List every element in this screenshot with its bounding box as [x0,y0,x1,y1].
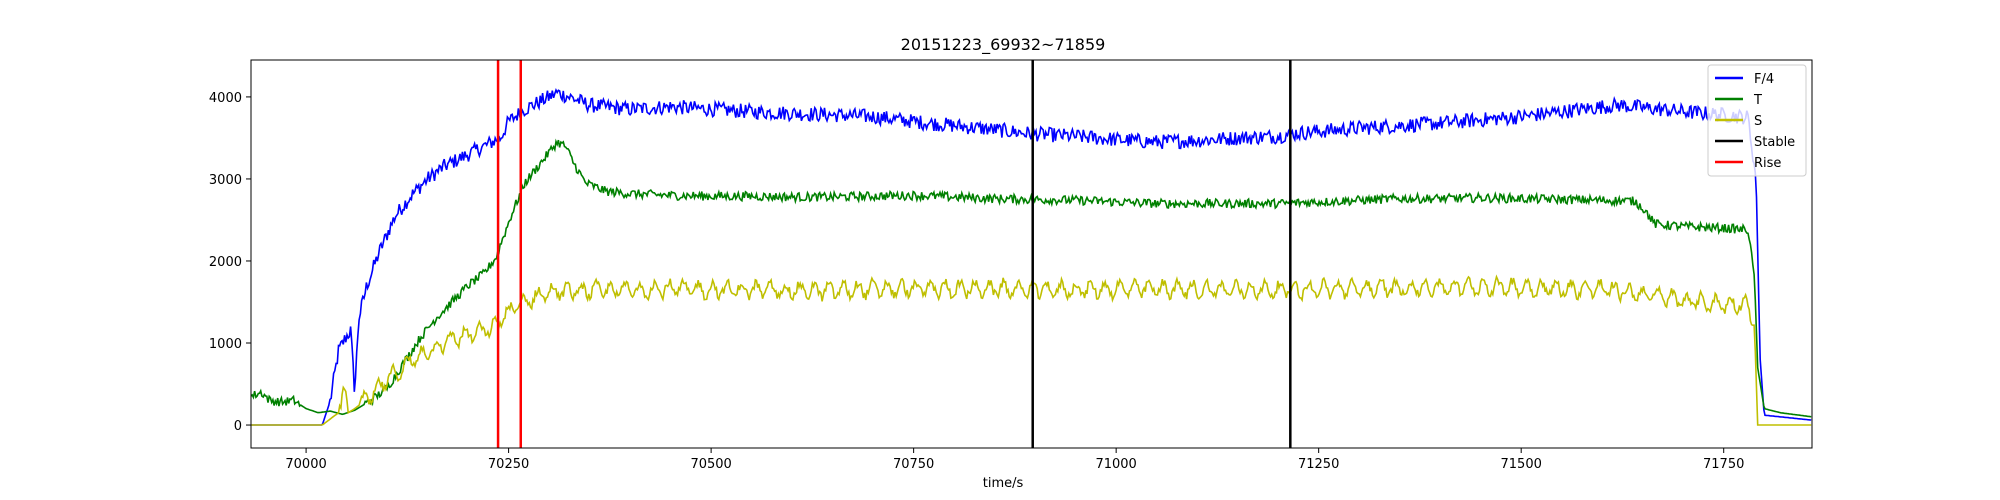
legend-label-f4: F/4 [1754,72,1774,87]
chart-title: 20151223_69932~71859 [901,35,1106,55]
x-tick-label: 71750 [1703,457,1744,472]
legend: F/4 TS Stable Rise [1707,64,1807,177]
legend-box [1707,64,1807,177]
x-tick-label: 71000 [1095,457,1136,472]
legend-label-stable: Stable [1754,135,1795,150]
y-tick-label: 3000 [209,173,242,188]
series-line-f4 [251,88,1812,426]
x-tick-label: 70500 [690,457,731,472]
plot-area [251,60,1812,448]
y-tick-label: 1000 [209,337,242,352]
x-tick-label: 70000 [285,457,326,472]
x-tick-label: 71500 [1501,457,1542,472]
axes-frame [250,59,1813,449]
axes: 70000 70250 70500 70750 71000 71250 71500 71750… [209,59,1813,472]
legend-label-s: S [1754,114,1762,129]
x-tick-label: 70250 [488,457,529,472]
series-line-t [251,138,1812,418]
x-tick-label: 71250 [1298,457,1339,472]
y-tick-label: 0 [234,419,242,434]
x-axis-label: time/s [983,476,1024,491]
series-line-s [251,274,1812,426]
legend-label-t: T [1753,93,1762,108]
y-tick-label: 4000 [209,91,242,106]
y-tick-label: 2000 [209,255,242,270]
legend-label-rise: Rise [1754,156,1781,171]
x-tick-label: 70750 [893,457,934,472]
